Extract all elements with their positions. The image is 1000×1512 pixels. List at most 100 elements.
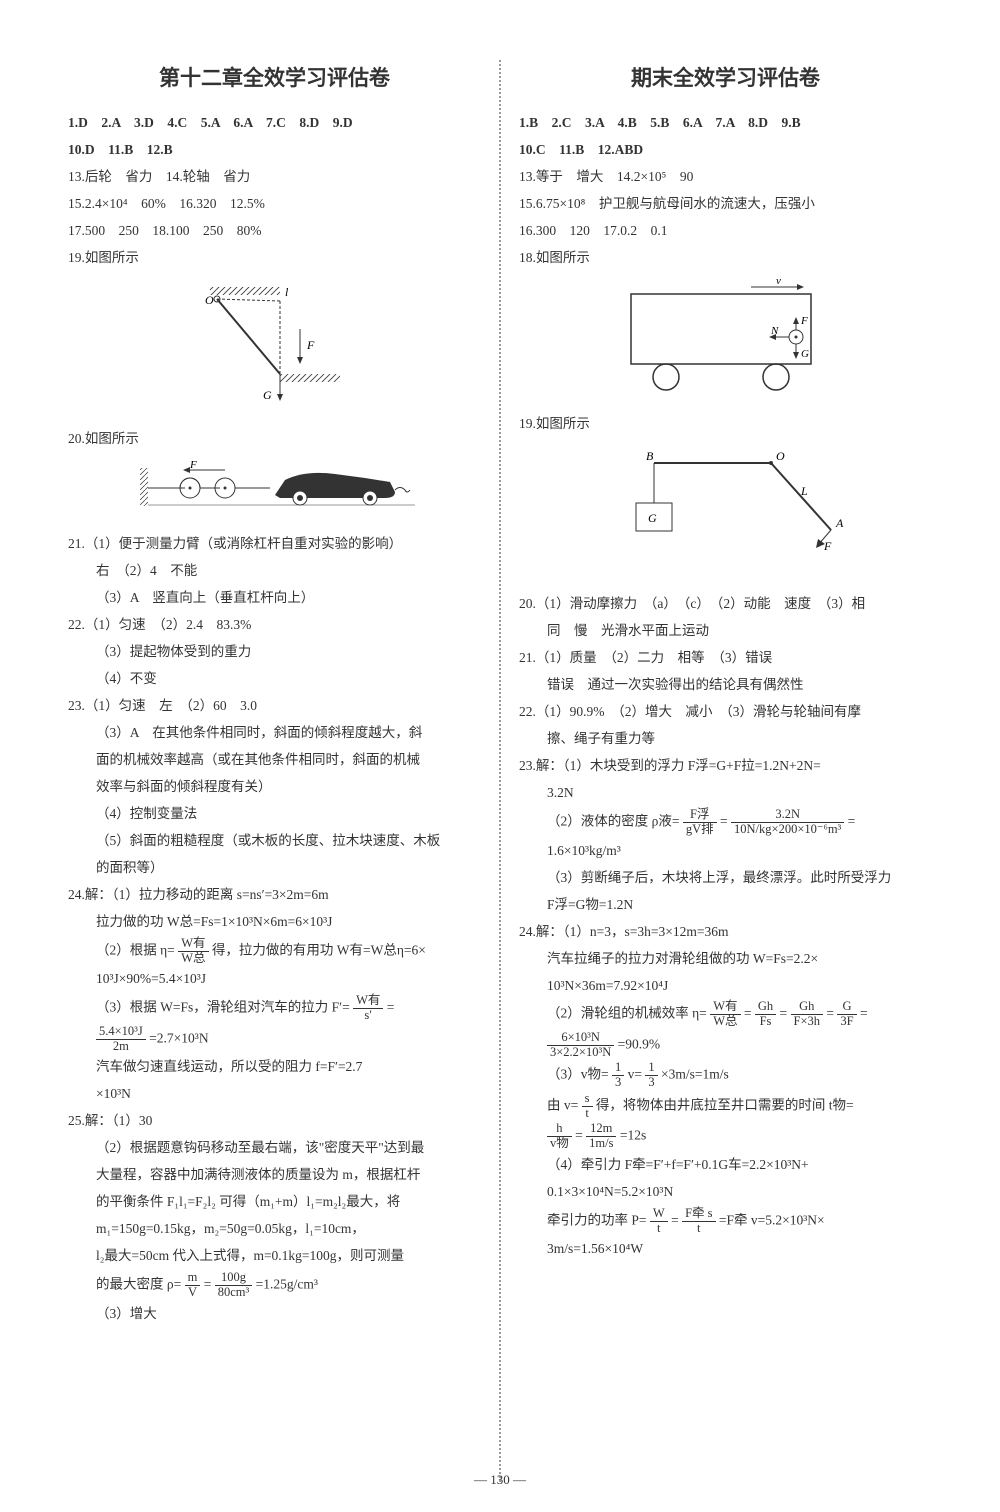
answer-line: （4）牵引力 F牵=F′+f=F′+0.1G车=2.2×10³N+ (519, 1153, 932, 1178)
fraction: F牵 st (682, 1207, 715, 1236)
svg-text:O: O (776, 449, 785, 463)
answer-line: 15.2.4×10⁴ 60% 16.320 12.5% (68, 192, 481, 217)
svg-text:L: L (800, 484, 808, 498)
answer-line: ×10³N (68, 1082, 481, 1107)
text: （3）根据 W=Fs，滑轮组对汽车的拉力 F′= (96, 1000, 350, 1015)
figure-18-right: v F N G (519, 279, 932, 404)
answer-line: 错误 通过一次实验得出的结论具有偶然性 (519, 673, 932, 698)
figure-20-left: F (68, 460, 481, 525)
figure-19-left: l O F G (68, 279, 481, 419)
answer-line: 1.6×10³kg/m³ (519, 839, 932, 864)
fraction: W有s′ (353, 994, 383, 1023)
right-column: 期末全效学习评估卷 1.B 2.C 3.A 4.B 5.B 6.A 7.A 8.… (501, 60, 950, 1482)
answer-line: 24.解：（1）拉力移动的距离 s=ns′=3×2m=6m (68, 883, 481, 908)
answer-line: 22.（1）90.9% （2）增大 减小 （3）滑轮与轮轴间有摩 (519, 700, 932, 725)
text: =F牵 v=5.2×10³N× (719, 1212, 825, 1227)
text: 得，拉力做的有用功 W有=W总η=6× (212, 942, 426, 957)
answer-line: 13.后轮 省力 14.轮轴 省力 (68, 165, 481, 190)
svg-text:F: F (800, 315, 808, 327)
text: ×3m/s=1m/s (661, 1067, 729, 1082)
answer-line: （3）根据 W=Fs，滑轮组对汽车的拉力 F′= W有s′ = (68, 994, 481, 1023)
answer-line: 3m/s=1.56×10⁴W (519, 1237, 932, 1262)
answer-line: （2）液体的密度 ρ液= F浮gV排 = 3.2N10N/kg×200×10⁻⁶… (519, 808, 932, 837)
text: = (204, 1277, 212, 1292)
answer-line: 15.6.75×10⁸ 护卫舰与航母间水的流速大，压强小 (519, 192, 932, 217)
text: = (744, 1006, 752, 1021)
answer-line: 21.（1）质量 （2）二力 相等 （3）错误 (519, 646, 932, 671)
text: （2）根据 η= (96, 942, 175, 957)
answer-line: 汽车拉绳子的拉力对滑轮组做的功 W=Fs=2.2× (519, 947, 932, 972)
answer-line: 19.如图所示 (68, 246, 481, 271)
answer-line: 的最大密度 ρ= mV = 100g80cm³ =1.25g/cm³ (68, 1271, 481, 1300)
answer-line: 20.如图所示 (68, 427, 481, 452)
fraction: W有W总 (710, 1000, 740, 1029)
text: 牵引力的功率 P= (547, 1212, 647, 1227)
svg-text:F: F (823, 539, 832, 553)
svg-text:F: F (189, 460, 197, 471)
answer-line: m₁=150g=0.15kg，m₂=50g=0.05kg，l₁=10cm， (68, 1217, 481, 1242)
answer-line: 25.解：（1）30 (68, 1109, 481, 1134)
answer-line: （3）v物= 13 v= 13 ×3m/s=1m/s (519, 1061, 932, 1090)
answer-line: 10³J×90%=5.4×10³J (68, 967, 481, 992)
text: =12s (620, 1128, 646, 1143)
answer-line: 擦、绳子有重力等 (519, 727, 932, 752)
answer-line: 牵引力的功率 P= Wt = F牵 st =F牵 v=5.2×10³N× (519, 1207, 932, 1236)
answer-line: 大量程，容器中加满待测液体的质量设为 m，根据杠杆 (68, 1163, 481, 1188)
fraction: GhF×3h (791, 1000, 824, 1029)
answer-line: 的面积等） (68, 856, 481, 881)
answer-line: 23.解：（1）木块受到的浮力 F浮=G+F拉=1.2N+2N= (519, 754, 932, 779)
fraction: hv物 (547, 1122, 572, 1151)
answer-line: 拉力做的功 W总=Fs=1×10³N×6m=6×10³J (68, 910, 481, 935)
text: = (860, 1006, 868, 1021)
answer-line: 13.等于 增大 14.2×10⁵ 90 (519, 165, 932, 190)
svg-text:G: G (648, 511, 657, 525)
answer-line: （3）提起物体受到的重力 (68, 640, 481, 665)
text: = (848, 814, 856, 829)
svg-text:F: F (306, 338, 315, 352)
answer-line: 17.500 250 18.100 250 80% (68, 219, 481, 244)
text: = (720, 814, 728, 829)
fraction: 6×10³N3×2.2×10³N (547, 1031, 614, 1060)
svg-text:l: l (285, 285, 289, 299)
text: = (387, 1000, 395, 1015)
text: = (671, 1212, 679, 1227)
fraction: 13 (612, 1061, 624, 1090)
answer-line: （4）不变 (68, 667, 481, 692)
fraction: 3.2N10N/kg×200×10⁻⁶m³ (731, 808, 844, 837)
answer-line: （3）剪断绳子后，木块将上浮，最终漂浮。此时所受浮力 (519, 866, 932, 891)
answer-line: （3）A 竖直向上（垂直杠杆向上） (68, 586, 481, 611)
mc-row: 1.B 2.C 3.A 4.B 5.B 6.A 7.A 8.D 9.B (519, 111, 932, 136)
svg-text:G: G (801, 348, 809, 360)
mc-row: 1.D 2.A 3.D 4.C 5.A 6.A 7.C 8.D 9.D (68, 111, 481, 136)
text: = (826, 1006, 834, 1021)
answer-line: F浮=G物=1.2N (519, 893, 932, 918)
fraction: 13 (645, 1061, 657, 1090)
right-title: 期末全效学习评估卷 (519, 60, 932, 99)
answer-line: 18.如图所示 (519, 246, 932, 271)
text: = (780, 1006, 788, 1021)
answer-line: hv物 = 12m1m/s =12s (519, 1122, 932, 1151)
fraction: 100g80cm³ (215, 1271, 253, 1300)
answer-line: 19.如图所示 (519, 412, 932, 437)
answer-line: （4）控制变量法 (68, 802, 481, 827)
answer-line: 10³N×36m=7.92×10⁴J (519, 974, 932, 999)
left-title: 第十二章全效学习评估卷 (68, 60, 481, 99)
answer-line: （5）斜面的粗糙程度（或木板的长度、拉木块速度、木板 (68, 829, 481, 854)
mc-row: 10.C 11.B 12.ABD (519, 138, 932, 163)
fraction: G3F (837, 1000, 856, 1029)
answer-line: 5.4×10³J2m =2.7×10³N (68, 1025, 481, 1054)
answer-line: 24.解：（1）n=3，s=3h=3×12m=36m (519, 920, 932, 945)
answer-line: 的平衡条件 F₁l₁=F₂l₂ 可得（m₁+m）l₁=m₂l₂最大，将 (68, 1190, 481, 1215)
answer-line: 21.（1）便于测量力臂（或消除杠杆自重对实验的影响） (68, 532, 481, 557)
answer-line: 效率与斜面的倾斜程度有关） (68, 775, 481, 800)
mc-row: 10.D 11.B 12.B (68, 138, 481, 163)
fraction: 5.4×10³J2m (96, 1025, 146, 1054)
svg-text:O: O (205, 293, 214, 307)
text: =2.7×10³N (149, 1030, 208, 1045)
answer-line: 6×10³N3×2.2×10³N =90.9% (519, 1031, 932, 1060)
answer-line: （3）A 在其他条件相同时，斜面的倾斜程度越大，斜 (68, 721, 481, 746)
text: =1.25g/cm³ (256, 1277, 318, 1292)
answer-line: （2）根据题意钩码移动至最右端，该"密度天平"达到最 (68, 1136, 481, 1161)
fraction: Wt (650, 1207, 668, 1236)
fraction: st (582, 1092, 593, 1121)
